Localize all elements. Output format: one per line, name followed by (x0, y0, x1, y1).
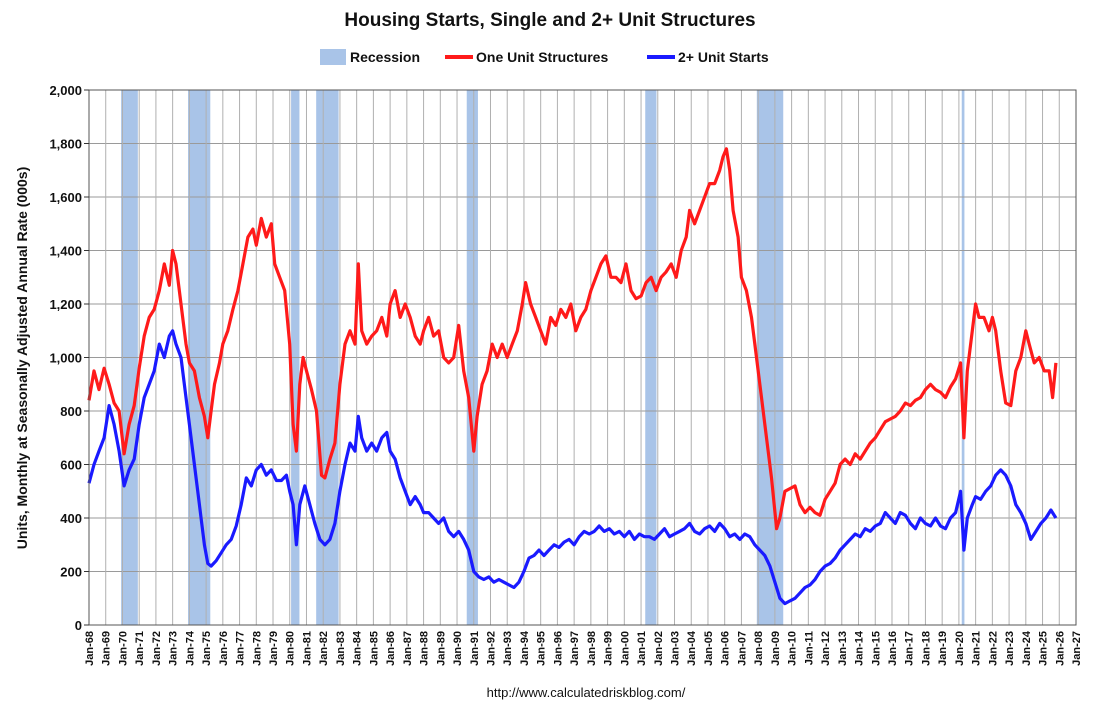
x-tick-label: Jan-99 (603, 631, 615, 666)
y-tick-label: 1,200 (49, 297, 82, 312)
y-axis-ticks: 0 200 400 600 800 1,000 1,200 1,400 1,600 1,800 2,… (49, 83, 89, 633)
x-tick-label: Jan-25 (1038, 631, 1050, 666)
x-tick-label: Jan-84 (352, 630, 364, 666)
x-tick-label: Jan-78 (251, 631, 263, 666)
chart-legend: Recession One Unit Structures 2+ Unit St… (320, 49, 769, 65)
x-tick-label: Jan-19 (937, 631, 949, 666)
x-tick-label: Jan-82 (318, 631, 330, 666)
x-tick-label: Jan-75 (201, 631, 213, 666)
x-tick-label: Jan-98 (586, 631, 598, 666)
y-tick-label: 0 (75, 618, 82, 633)
x-tick-label: Jan-72 (151, 631, 163, 666)
x-tick-label: Jan-88 (419, 631, 431, 666)
x-tick-label: Jan-80 (285, 631, 297, 666)
x-tick-label: Jan-91 (469, 631, 481, 666)
x-tick-label: Jan-22 (987, 631, 999, 666)
y-tick-label: 600 (60, 458, 82, 473)
x-tick-label: Jan-83 (335, 631, 347, 666)
x-tick-label: Jan-09 (770, 631, 782, 666)
x-tick-label: Jan-00 (619, 631, 631, 666)
x-tick-label: Jan-69 (101, 631, 113, 666)
x-tick-label: Jan-71 (134, 631, 146, 666)
x-tick-label: Jan-79 (268, 631, 280, 666)
x-tick-label: Jan-76 (218, 631, 230, 666)
x-tick-label: Jan-95 (536, 631, 548, 666)
x-tick-label: Jan-20 (954, 631, 966, 666)
chart-title: Housing Starts, Single and 2+ Unit Struc… (344, 10, 755, 31)
x-tick-label: Jan-06 (720, 631, 732, 666)
x-tick-label: Jan-70 (118, 631, 130, 666)
x-tick-label: Jan-15 (870, 631, 882, 666)
x-tick-label: Jan-94 (519, 630, 531, 666)
x-tick-label: Jan-13 (837, 631, 849, 666)
x-tick-label: Jan-93 (502, 631, 514, 666)
series-line-2-unit-starts (87, 329, 1058, 606)
x-tick-label: Jan-27 (1071, 631, 1083, 666)
x-tick-label: Jan-03 (670, 631, 682, 666)
y-tick-label: 1,000 (49, 351, 82, 366)
x-tick-label: Jan-87 (402, 631, 414, 666)
x-tick-label: Jan-85 (368, 631, 380, 666)
x-tick-label: Jan-01 (636, 631, 648, 666)
y-tick-label: 200 (60, 565, 82, 580)
y-tick-label: 1,400 (49, 244, 82, 259)
legend-label-multi-unit: 2+ Unit Starts (678, 49, 769, 65)
series-line-one-unit-structures (87, 147, 1058, 531)
legend-label-recession: Recession (350, 49, 420, 65)
gridlines (88, 89, 1077, 626)
x-tick-label: Jan-92 (486, 631, 498, 666)
x-tick-label: Jan-18 (920, 631, 932, 666)
y-axis-label: Units, Monthly at Seasonally Adjusted An… (14, 167, 30, 549)
x-tick-label: Jan-97 (569, 631, 581, 666)
x-axis-ticks: Jan-68 Jan-69 Jan-70 Jan-71 Jan-72 Jan-73 Jan-… (84, 630, 1083, 666)
legend-swatch-recession (320, 49, 346, 65)
y-tick-label: 800 (60, 404, 82, 419)
x-tick-label: Jan-96 (552, 631, 564, 666)
x-tick-label: Jan-77 (235, 631, 247, 666)
x-tick-label: Jan-17 (904, 631, 916, 666)
x-tick-label: Jan-73 (168, 631, 180, 666)
y-tick-label: 1,800 (49, 137, 82, 152)
x-tick-label: Jan-08 (753, 631, 765, 666)
x-tick-label: Jan-26 (1054, 631, 1066, 666)
y-tick-label: 1,600 (49, 190, 82, 205)
x-tick-label: Jan-86 (385, 631, 397, 666)
x-tick-label: Jan-04 (686, 630, 698, 666)
legend-label-one-unit: One Unit Structures (476, 49, 608, 65)
x-tick-label: Jan-90 (452, 631, 464, 666)
y-tick-label: 2,000 (49, 83, 82, 98)
x-tick-label: Jan-07 (736, 631, 748, 666)
series-lines (87, 147, 1058, 606)
x-tick-label: Jan-16 (887, 631, 899, 666)
x-tick-label: Jan-24 (1021, 630, 1033, 666)
x-tick-label: Jan-81 (302, 631, 314, 666)
x-tick-label: Jan-68 (84, 631, 96, 666)
x-tick-label: Jan-11 (803, 631, 815, 665)
x-tick-label: Jan-21 (971, 631, 983, 666)
x-tick-label: Jan-89 (435, 631, 447, 666)
x-tick-label: Jan-05 (703, 631, 715, 666)
x-tick-label: Jan-12 (820, 631, 832, 666)
x-tick-label: Jan-14 (854, 630, 866, 666)
x-tick-label: Jan-10 (787, 631, 799, 666)
x-tick-label: Jan-74 (184, 630, 196, 666)
x-tick-label: Jan-02 (653, 631, 665, 666)
y-tick-label: 400 (60, 511, 82, 526)
x-tick-label: Jan-23 (1004, 631, 1016, 666)
source-url: http://www.calculatedriskblog.com/ (487, 685, 686, 700)
